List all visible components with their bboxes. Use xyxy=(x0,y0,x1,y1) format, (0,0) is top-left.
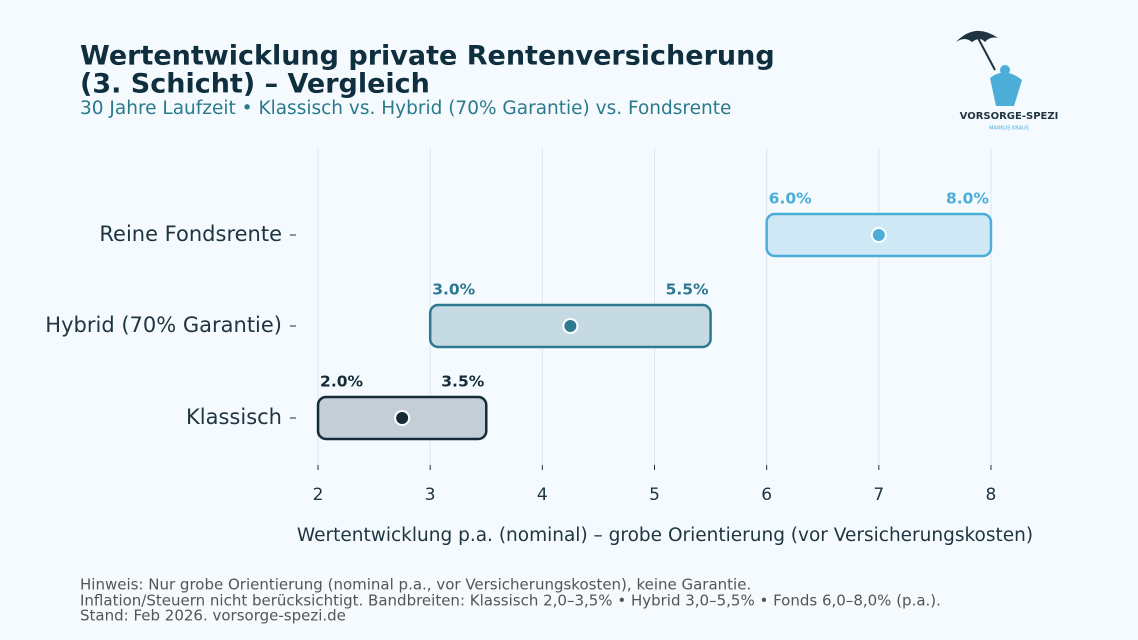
low-label: 3.0% xyxy=(432,281,475,299)
chart-title: (3. Schicht) – Vergleich xyxy=(80,69,430,100)
x-tick-label: 2 xyxy=(313,485,324,505)
chart-title: Wertentwicklung private Rentenversicheru… xyxy=(80,41,775,72)
y-tick-label: Hybrid (70% Garantie) xyxy=(45,313,282,337)
x-tick-label: 7 xyxy=(873,485,884,505)
x-tick-label: 6 xyxy=(761,485,772,505)
mid-point xyxy=(562,318,579,334)
low-label: 2.0% xyxy=(320,373,363,391)
logo-author: MARKUS KRAUS xyxy=(989,126,1029,132)
logo-name: VORSORGE-SPEZI xyxy=(960,111,1059,122)
footnote: Inflation/Steuern nicht berücksichtigt. … xyxy=(80,592,941,610)
footnote: Hinweis: Nur grobe Orientierung (nominal… xyxy=(80,576,751,594)
mid-point xyxy=(870,227,887,243)
high-label: 5.5% xyxy=(666,281,709,299)
low-label: 6.0% xyxy=(769,190,812,208)
x-axis-label: Wertentwicklung p.a. (nominal) – grobe O… xyxy=(297,525,1033,546)
y-tick-label: Klassisch xyxy=(186,405,282,429)
x-tick-label: 5 xyxy=(649,485,660,505)
footnote: Stand: Feb 2026. vorsorge-spezi.de xyxy=(80,607,346,625)
high-label: 3.5% xyxy=(441,373,484,391)
logo-figure xyxy=(1000,65,1010,75)
y-tick-label: Reine Fondsrente xyxy=(99,222,282,246)
logo-umbrella xyxy=(956,30,998,42)
high-label: 8.0% xyxy=(946,190,989,208)
x-tick-label: 8 xyxy=(986,485,997,505)
logo: VORSORGE-SPEZI MARKUS KRAUS xyxy=(956,30,1059,132)
x-tick-label: 4 xyxy=(537,485,548,505)
logo-figure xyxy=(990,72,1022,106)
logo-handle xyxy=(977,37,996,71)
mid-point xyxy=(394,410,411,426)
chart-subtitle: 30 Jahre Laufzeit • Klassisch vs. Hybrid… xyxy=(80,98,731,119)
x-tick-label: 3 xyxy=(425,485,436,505)
